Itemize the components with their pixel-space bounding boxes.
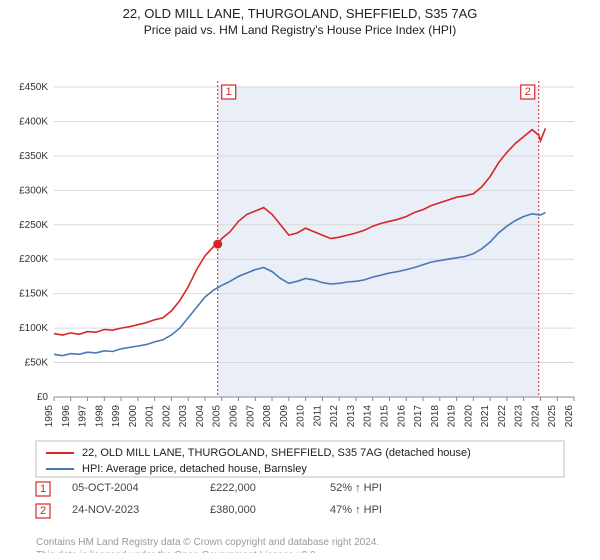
x-tick-label: 2006 [229,405,240,428]
tx-marker-number: 2 [40,505,46,517]
footer-line: Contains HM Land Registry data © Crown c… [36,537,379,548]
y-tick-label: £150K [19,289,48,300]
tx-date: 24-NOV-2023 [72,504,139,516]
x-tick-label: 1996 [61,405,72,428]
x-tick-label: 2016 [396,405,407,428]
chart-subtitle: Price paid vs. HM Land Registry's House … [0,23,600,37]
sale-point [213,240,222,249]
x-tick-label: 2000 [128,405,139,428]
x-tick-label: 2019 [447,405,458,428]
y-tick-label: £250K [19,220,48,231]
y-tick-label: £50K [25,358,49,369]
x-tick-label: 2020 [463,405,474,428]
y-tick-label: £450K [19,82,48,93]
x-tick-label: 2002 [161,405,172,428]
x-tick-label: 2021 [480,405,491,428]
footer-line: This data is licensed under the Open Gov… [36,550,318,553]
x-tick-label: 2013 [346,405,357,428]
legend-label: 22, OLD MILL LANE, THURGOLAND, SHEFFIELD… [82,447,471,459]
x-tick-label: 2010 [296,405,307,428]
y-tick-label: £0 [37,392,49,403]
x-tick-label: 2018 [430,405,441,428]
x-tick-label: 1997 [78,405,89,428]
tx-marker-number: 1 [40,483,46,495]
x-tick-label: 2022 [497,405,508,428]
x-tick-label: 2025 [547,405,558,428]
titles: 22, OLD MILL LANE, THURGOLAND, SHEFFIELD… [0,0,600,37]
marker-number: 2 [525,86,531,98]
x-tick-label: 2026 [564,405,575,428]
x-tick-label: 2005 [212,405,223,428]
x-tick-label: 2008 [262,405,273,428]
tx-delta: 47% ↑ HPI [330,504,382,516]
chart-container: 22, OLD MILL LANE, THURGOLAND, SHEFFIELD… [0,0,600,560]
legend-label: HPI: Average price, detached house, Barn… [82,463,307,475]
tx-delta: 52% ↑ HPI [330,482,382,494]
marker-number: 1 [226,86,232,98]
x-tick-label: 2014 [363,405,374,428]
x-tick-label: 2024 [530,405,541,428]
x-tick-label: 2017 [413,405,424,428]
y-tick-label: £400K [19,116,48,127]
x-tick-label: 2023 [514,405,525,428]
tx-price: £222,000 [210,482,256,494]
y-tick-label: £300K [19,185,48,196]
tx-date: 05-OCT-2004 [72,482,139,494]
x-tick-label: 2012 [329,405,340,428]
x-tick-label: 2001 [145,405,156,428]
y-tick-label: £100K [19,323,48,334]
x-tick-label: 2015 [379,405,390,428]
x-tick-label: 2003 [178,405,189,428]
x-tick-label: 1998 [94,405,105,428]
x-tick-label: 2007 [245,405,256,428]
chart-title: 22, OLD MILL LANE, THURGOLAND, SHEFFIELD… [0,6,600,21]
chart-svg: £0 £50K £100K £150K £200K £250K £300K £350K £400… [0,37,600,553]
x-tick-label: 1999 [111,405,122,428]
y-tick-label: £350K [19,151,48,162]
tx-price: £380,000 [210,504,256,516]
x-tick-label: 1995 [44,405,55,428]
y-tick-label: £200K [19,254,48,265]
x-tick-label: 2009 [279,405,290,428]
x-tick-label: 2011 [312,405,323,427]
x-tick-label: 2004 [195,405,206,428]
